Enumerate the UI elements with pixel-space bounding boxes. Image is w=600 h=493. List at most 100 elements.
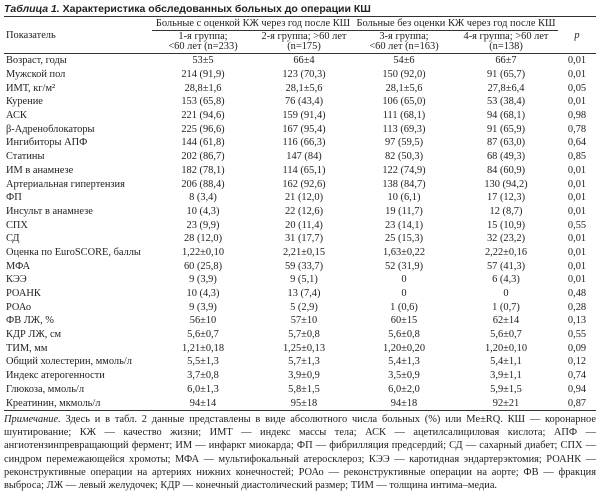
table-cell: 3,7±0,8 bbox=[187, 370, 219, 382]
table-row: Оценка по EuroSCORE, баллы 1,22±0,10 2,21±… bbox=[4, 246, 596, 260]
header-cell: p bbox=[558, 16, 596, 54]
table-cell: 2,22±0,16 bbox=[484, 246, 528, 258]
table-cell: 21 (12,0) bbox=[284, 192, 324, 204]
table-cell: 106 (65,0) bbox=[382, 96, 426, 108]
table-row: КДР ЛЖ, см 5,6±0,7 5,7±0,8 5,6±0,8 5,6±0,7 0,… bbox=[4, 328, 596, 342]
table-row: КЭЭ 9 (3,9) 9 (5,1) 0 6 (4,3) 0,01 bbox=[4, 273, 596, 287]
table-cell: 57±10 bbox=[290, 315, 318, 327]
table-cell: 0,64 bbox=[567, 137, 587, 149]
row-label: Статины bbox=[6, 151, 45, 163]
table-cell: 66±4 bbox=[293, 55, 315, 67]
group-header: Больные с оценкой КЖ через год после КШ bbox=[152, 16, 354, 31]
table-cell: 25 (15,3) bbox=[384, 233, 424, 245]
row-label: РОАНК bbox=[6, 288, 41, 300]
table-cell: 0,78 bbox=[567, 123, 587, 135]
table-cell: 206 (88,4) bbox=[181, 178, 225, 190]
subgroup-line: 3-я группа; bbox=[379, 30, 429, 42]
table-cell: 130 (94,2) bbox=[484, 178, 528, 190]
subgroup-line: 2-я группа; >60 лет bbox=[261, 30, 347, 42]
table-cell: 15 (10,9) bbox=[486, 219, 526, 231]
table-cell: 28,8±1,6 bbox=[184, 82, 222, 94]
table-cell: 167 (95,4) bbox=[282, 123, 326, 135]
table-row: СПХ 23 (9,9) 20 (11,4) 23 (14,1) 15 (10,9) 0,… bbox=[4, 218, 596, 232]
title-text: Характеристика обследованных больных до … bbox=[62, 3, 371, 15]
table-cell: 6,0±1,3 bbox=[187, 383, 219, 395]
table-row: ФВ ЛЖ, % 56±10 57±10 60±15 62±14 0,13 bbox=[4, 314, 596, 328]
table-cell: 53 (38,4) bbox=[486, 96, 526, 108]
table-cell: 5,7±1,3 bbox=[288, 356, 320, 368]
row-label: ТИМ, мм bbox=[6, 342, 48, 354]
row-label: Курение bbox=[6, 96, 43, 108]
table-cell: 5,9±1,5 bbox=[490, 383, 522, 395]
table-row: Глюкоза, ммоль/л 6,0±1,3 5,8±1,5 6,0±2,0 5,9… bbox=[4, 383, 596, 397]
table-cell: 13 (7,4) bbox=[287, 288, 321, 300]
table-cell: 0 bbox=[503, 288, 509, 300]
table-cell: 0,01 bbox=[567, 164, 587, 176]
table-cell: 5,6±0,7 bbox=[187, 329, 219, 341]
table-body: Возраст, годы 53±5 66±4 54±6 66±7 0,01 Мужской… bbox=[4, 54, 596, 411]
table-cell: 57 (41,3) bbox=[486, 260, 526, 272]
table-cell: 0,55 bbox=[567, 219, 587, 231]
subgroup-line: (n=138) bbox=[489, 41, 523, 52]
title-label: Таблица 1. bbox=[4, 3, 60, 15]
subgroup-header: 3-я группа; <60 лет (n=163) bbox=[354, 30, 454, 54]
table-cell: 23 (14,1) bbox=[384, 219, 424, 231]
table-cell: 2,21±0,15 bbox=[282, 246, 326, 258]
table-cell: 20 (11,4) bbox=[285, 219, 323, 231]
table-cell: 8 (3,4) bbox=[189, 192, 217, 204]
table-row: Индекс атерогенности 3,7±0,8 3,9±0,9 3,5±0,… bbox=[4, 369, 596, 383]
table-cell: 0,01 bbox=[567, 69, 587, 81]
table-row: β-Адреноблокаторы 225 (96,6) 167 (95,4) 113… bbox=[4, 122, 596, 136]
table-cell: 182 (78,1) bbox=[181, 164, 225, 176]
row-label: СПХ bbox=[6, 219, 28, 231]
table-row: СД 28 (12,0) 31 (17,7) 25 (15,3) 32 (23,2) 0,… bbox=[4, 232, 596, 246]
table-row: ФП 8 (3,4) 21 (12,0) 10 (6,1) 17 (12,3) 0,01 bbox=[4, 191, 596, 205]
table-cell: 9 (3,9) bbox=[189, 274, 217, 286]
table-cell: 0,48 bbox=[567, 288, 587, 300]
table-cell: 27,8±6,4 bbox=[487, 82, 525, 94]
table-cell: 6 (4,3) bbox=[492, 274, 520, 286]
table-cell: 19 (11,7) bbox=[385, 205, 423, 217]
table-cell: 5,7±0,8 bbox=[288, 329, 320, 341]
table-cell: 87 (63,0) bbox=[486, 137, 526, 149]
row-label: Возраст, годы bbox=[6, 55, 67, 67]
header-row: Показатель Больные с оценкой КЖ через го… bbox=[4, 16, 596, 54]
table-cell: 5,4±1,1 bbox=[490, 356, 522, 368]
row-label: Ингибиторы АПФ bbox=[6, 137, 88, 149]
table-cell: 97 (59,5) bbox=[384, 137, 424, 149]
note: Примечание. Здесь и в табл. 2 данные пре… bbox=[4, 413, 596, 493]
table-cell: 9 (5,1) bbox=[290, 274, 318, 286]
table-row: Креатинин, мкмоль/л 94±14 95±18 94±18 92±21 0… bbox=[4, 396, 596, 411]
table-row: ТИМ, мм 1,21±0,18 1,25±0,13 1,20±0,20 1,20±0… bbox=[4, 341, 596, 355]
table-row: АСК 221 (94,6) 159 (91,4) 111 (68,1) 94 (68,… bbox=[4, 109, 596, 123]
row-label: КДР ЛЖ, см bbox=[6, 329, 62, 341]
row-label: Креатинин, мкмоль/л bbox=[4, 396, 152, 411]
table-cell: 10 (6,1) bbox=[387, 192, 421, 204]
table-cell: 162 (92,6) bbox=[282, 178, 326, 190]
subgroup-line: <60 лет (n=163) bbox=[369, 41, 439, 52]
table-cell: 53±5 bbox=[192, 55, 214, 67]
table-row: Общий холестерин, ммоль/л 5,5±1,3 5,7±1,3 5… bbox=[4, 355, 596, 369]
table-cell: 0,01 bbox=[567, 205, 587, 217]
table-cell: 84 (60,9) bbox=[486, 164, 526, 176]
table-cell: 1,22±0,10 bbox=[181, 246, 225, 258]
table-cell: 10 (4,3) bbox=[186, 205, 220, 217]
table-cell: 0,55 bbox=[567, 329, 587, 341]
table-cell: 114 (65,1) bbox=[282, 164, 326, 176]
row-label: Общий холестерин, ммоль/л bbox=[6, 356, 132, 368]
table-cell: 22 (12,6) bbox=[284, 205, 324, 217]
table-cell: 5 (2,9) bbox=[290, 301, 318, 313]
row-label: ИМ в анамнезе bbox=[6, 164, 74, 176]
table-row: ИМТ, кг/м² 28,8±1,6 28,1±5,6 28,1±5,6 27,8±6… bbox=[4, 81, 596, 95]
table-row: РОАНК 10 (4,3) 13 (7,4) 0 0 0,48 bbox=[4, 287, 596, 301]
table-cell: 221 (94,6) bbox=[181, 110, 225, 122]
table-cell: 5,5±1,3 bbox=[187, 356, 219, 368]
subgroup-line: (n=175) bbox=[287, 41, 321, 52]
table-cell: 1,21±0,18 bbox=[181, 342, 225, 354]
note-text: Здесь и в табл. 2 данные представлены в … bbox=[4, 413, 596, 492]
table-cell: 1 (0,7) bbox=[492, 301, 520, 313]
table-cell: 95±18 bbox=[254, 396, 354, 411]
table-row: Статины 202 (86,7) 147 (84) 82 (50,3) 68 (49… bbox=[4, 150, 596, 164]
table-cell: 214 (91,9) bbox=[181, 69, 225, 81]
table-cell: 0,01 bbox=[567, 246, 587, 258]
